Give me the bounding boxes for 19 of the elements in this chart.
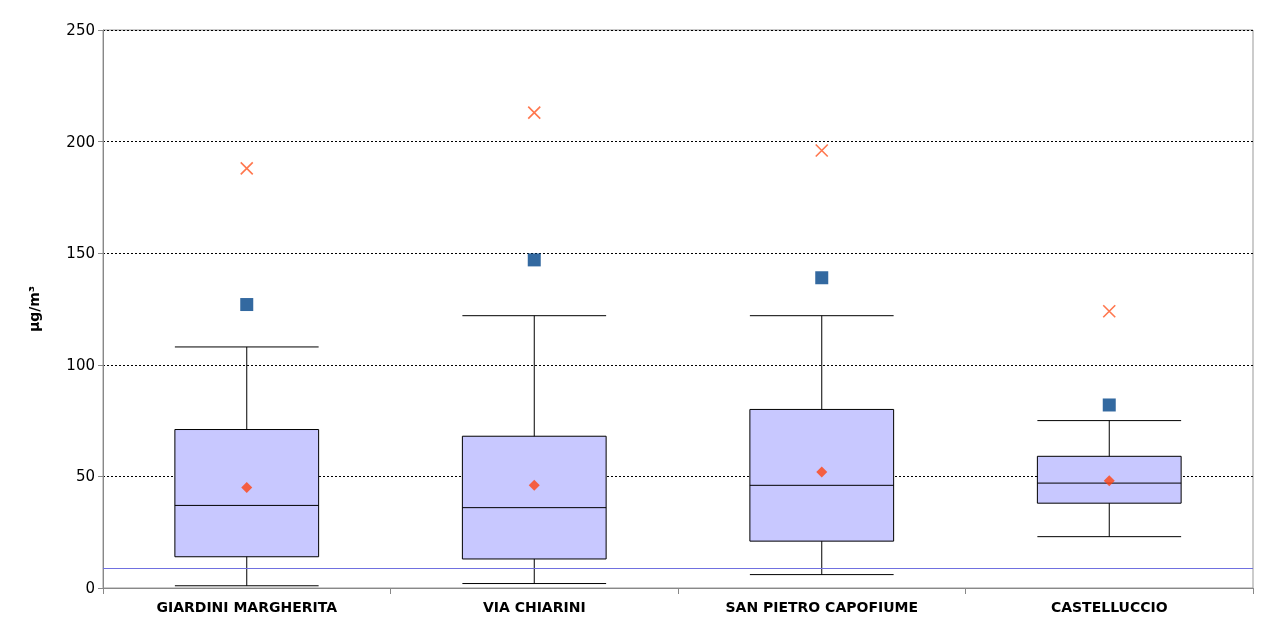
x-tick-label: GIARDINI MARGHERITA [156, 599, 338, 615]
point [240, 298, 254, 312]
y-axis-title: µg/m³ [26, 285, 42, 333]
point [1102, 304, 1117, 319]
point [1102, 398, 1116, 412]
y-tick-label: 200 [66, 132, 95, 151]
point [815, 271, 829, 285]
y-tick-label: 50 [75, 467, 95, 486]
x-tick-label: VIA CHIARINI [482, 599, 586, 615]
y-tick-label: 250 [66, 21, 95, 39]
y-tick-label: 100 [66, 355, 95, 374]
point [527, 253, 541, 267]
y-tick-label: 150 [66, 244, 95, 263]
point [527, 105, 542, 120]
x-tick-label: SAN PIETRO CAPOFIUME [725, 599, 919, 615]
y-tick-label: 0 [85, 579, 95, 597]
point [814, 143, 829, 158]
point [239, 161, 254, 176]
x-tick-label: CASTELLUCCIO [1050, 599, 1168, 615]
